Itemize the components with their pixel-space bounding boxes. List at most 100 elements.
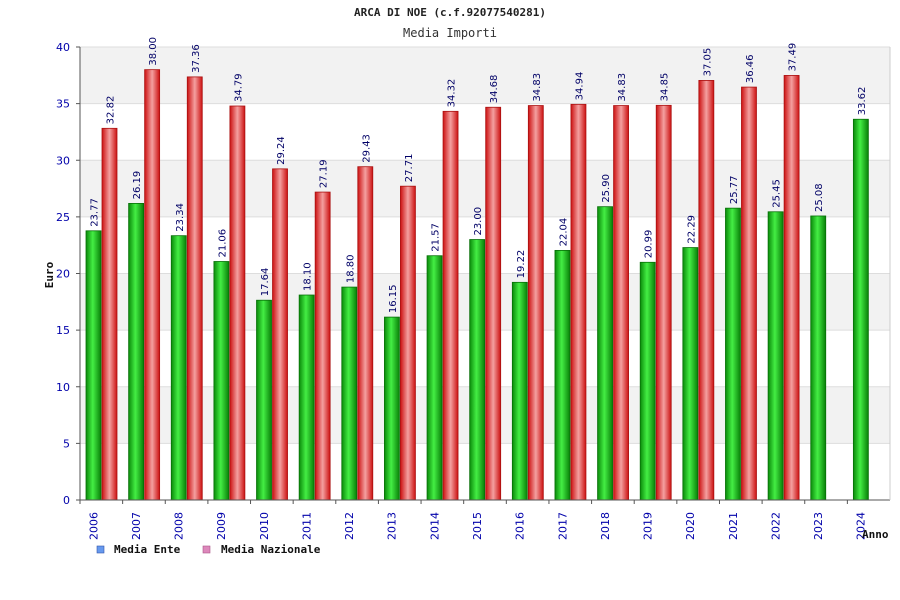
data-label-media-nazionale-2012: 29.43 [361, 134, 372, 163]
x-tick-label-2006: 2006 [87, 512, 100, 540]
bar-media-ente-2009 [213, 261, 230, 501]
legend-label-media-ente: Media Ente [114, 543, 181, 556]
data-label-media-ente-2011: 18.10 [303, 262, 314, 291]
bar-media-ente-2011 [298, 294, 315, 501]
labels-layer: 0 5 10 15 20 25 30 35 40 2006 2007 2008 2009 2010 2011… [56, 37, 868, 540]
bar-media-nazionale-2017 [570, 103, 587, 501]
bar-media-ente-2024 [852, 118, 869, 501]
bar-media-ente-2019 [639, 261, 656, 501]
bar-media-ente-2016 [511, 281, 528, 501]
y-tick-label: 35 [56, 98, 70, 111]
data-label-media-nazionale-2016: 34.83 [532, 73, 543, 102]
bar-media-nazionale-2009 [229, 105, 246, 501]
x-tick-label-2008: 2008 [173, 512, 186, 540]
bar-media-nazionale-2019 [655, 104, 672, 501]
data-label-media-ente-2019: 20.99 [644, 230, 655, 259]
data-label-media-ente-2020: 22.29 [686, 215, 697, 244]
x-tick-label-2012: 2012 [343, 512, 356, 540]
bar-media-nazionale-2012 [357, 166, 374, 501]
bar-media-nazionale-2016 [527, 105, 544, 501]
x-tick-label-2021: 2021 [727, 512, 740, 540]
legend-swatch-media-nazionale [202, 545, 211, 554]
y-tick-label: 25 [56, 211, 70, 224]
bar-media-nazionale-2015 [485, 106, 502, 501]
x-tick-label-2007: 2007 [130, 512, 143, 540]
data-label-media-ente-2006: 23.77 [90, 198, 101, 227]
x-tick-label-2017: 2017 [556, 512, 569, 540]
bar-media-ente-2015 [469, 239, 486, 501]
bar-media-nazionale-2014 [442, 110, 459, 501]
bar-media-nazionale-2021 [741, 86, 757, 501]
x-tick-label-2010: 2010 [258, 512, 271, 540]
data-label-media-nazionale-2008: 37.36 [191, 44, 202, 73]
x-tick-label-2016: 2016 [514, 512, 527, 540]
y-tick-label: 10 [56, 381, 70, 394]
chart-title: ARCA DI NOE (c.f.92077540281) [354, 6, 546, 19]
data-label-media-ente-2015: 23.00 [473, 207, 484, 236]
data-label-media-ente-2016: 19.22 [516, 250, 527, 279]
bar-media-nazionale-2020 [698, 80, 715, 501]
data-label-media-ente-2018: 25.90 [601, 174, 612, 203]
bars-layer [85, 69, 869, 501]
data-label-media-ente-2023: 25.08 [814, 183, 825, 212]
bar-media-ente-2021 [725, 207, 741, 501]
x-tick-label-2015: 2015 [471, 512, 484, 540]
bar-media-nazionale-2013 [400, 185, 416, 501]
data-label-media-ente-2007: 26.19 [132, 171, 143, 200]
x-tick-label-2011: 2011 [300, 512, 313, 540]
x-tick-label-2013: 2013 [386, 512, 399, 540]
data-label-media-nazionale-2017: 34.94 [574, 72, 585, 101]
data-label-media-ente-2013: 16.15 [388, 284, 399, 313]
data-label-media-nazionale-2014: 34.32 [447, 79, 458, 108]
bar-media-ente-2008 [170, 235, 187, 501]
x-tick-label-2023: 2023 [812, 512, 825, 540]
bar-media-nazionale-2008 [186, 76, 203, 501]
y-tick-label: 40 [56, 41, 70, 54]
bar-media-ente-2017 [554, 249, 571, 501]
bar-media-nazionale-2010 [272, 168, 288, 501]
data-label-media-ente-2009: 21.06 [217, 229, 228, 258]
bar-media-ente-2014 [426, 255, 443, 501]
data-label-media-nazionale-2019: 34.85 [660, 73, 671, 102]
x-tick-label-2014: 2014 [428, 512, 441, 540]
data-label-media-nazionale-2009: 34.79 [233, 73, 244, 102]
bar-media-nazionale-2006 [101, 127, 118, 501]
y-tick-label: 0 [63, 494, 70, 507]
data-label-media-nazionale-2020: 37.05 [702, 48, 713, 77]
bar-media-nazionale-2007 [144, 69, 161, 501]
chart-subtitle: Media Importi [403, 26, 497, 40]
data-label-media-ente-2014: 21.57 [431, 223, 442, 252]
bar-media-ente-2023 [810, 215, 827, 501]
y-tick-label: 15 [56, 324, 70, 337]
data-label-media-ente-2024: 33.62 [857, 87, 868, 116]
bar-media-ente-2010 [256, 299, 272, 501]
legend-swatch-media-ente [96, 545, 105, 554]
bar-media-nazionale-2011 [314, 191, 331, 501]
data-label-media-ente-2022: 25.45 [772, 179, 783, 208]
data-label-media-ente-2010: 17.64 [260, 268, 271, 297]
data-label-media-nazionale-2013: 27.71 [404, 154, 415, 183]
bar-media-ente-2022 [767, 211, 784, 501]
data-label-media-ente-2008: 23.34 [175, 203, 186, 232]
y-tick-label: 20 [56, 268, 70, 281]
data-label-media-nazionale-2011: 27.19 [319, 159, 330, 188]
bar-media-ente-2018 [597, 206, 613, 501]
bar-media-nazionale-2018 [613, 105, 629, 501]
bar-media-ente-2006 [85, 230, 102, 501]
x-tick-label-2022: 2022 [769, 512, 782, 540]
y-axis-label: Euro [43, 261, 56, 288]
bar-media-nazionale-2022 [783, 75, 800, 501]
data-label-media-nazionale-2015: 34.68 [489, 75, 500, 104]
axes-layer [76, 46, 891, 504]
legend-label-media-nazionale: Media Nazionale [221, 543, 321, 556]
data-label-media-nazionale-2010: 29.24 [276, 136, 287, 165]
bar-media-ente-2013 [384, 316, 400, 501]
x-tick-label-2020: 2020 [684, 512, 697, 540]
data-label-media-ente-2012: 18.80 [345, 254, 356, 283]
x-tick-label-2024: 2024 [855, 512, 868, 540]
y-tick-label: 5 [63, 437, 70, 450]
data-label-media-nazionale-2007: 38.00 [148, 37, 159, 66]
x-tick-label-2019: 2019 [642, 512, 655, 540]
data-label-media-nazionale-2006: 32.82 [106, 96, 117, 125]
